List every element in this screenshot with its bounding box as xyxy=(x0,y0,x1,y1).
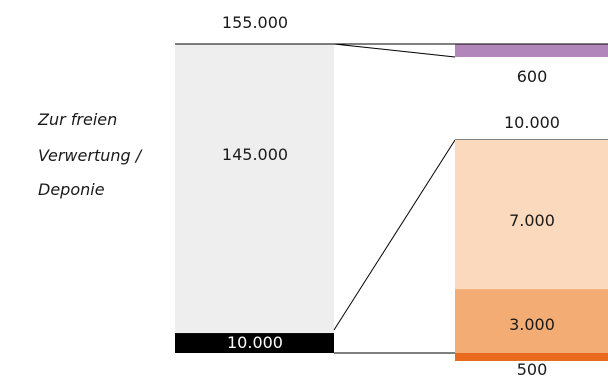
right-middle-segment-dark xyxy=(455,289,608,353)
left-bar-segment-gray xyxy=(175,44,334,334)
left-bar-black-label: 10.000 xyxy=(227,333,283,352)
right-middle-total-label: 10.000 xyxy=(504,113,560,132)
connector-middle-upper xyxy=(333,139,456,331)
right-bottom-segment xyxy=(455,353,608,361)
right-middle-segment-light xyxy=(455,140,608,290)
side-label-line-1: Zur freien xyxy=(37,110,117,129)
left-bar-gray-label: 145.000 xyxy=(222,145,288,164)
right-top-label: 600 xyxy=(517,67,548,86)
side-label-line-2: Verwertung / xyxy=(38,146,143,165)
right-bottom-label: 500 xyxy=(517,360,548,377)
right-top-segment xyxy=(455,44,608,57)
right-middle-dark-label: 3.000 xyxy=(509,315,555,334)
left-bar-segment-black xyxy=(175,333,334,353)
right-middle-light-label: 7.000 xyxy=(509,211,555,230)
side-label-line-3: Deponie xyxy=(38,180,105,199)
left-total-label: 155.000 xyxy=(222,13,288,32)
connector-top-lower xyxy=(333,43,456,58)
